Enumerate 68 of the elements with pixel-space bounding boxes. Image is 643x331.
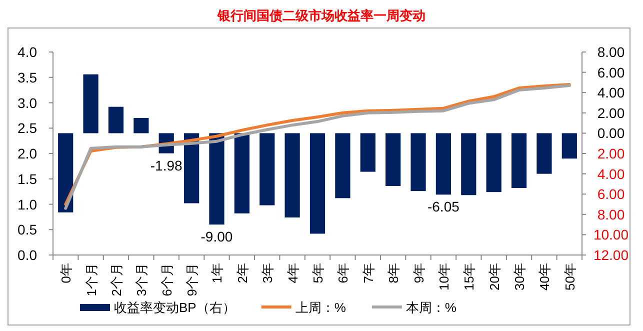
- bar: [536, 133, 552, 174]
- x-tick-label: 10年: [436, 263, 452, 290]
- x-tick-label: 1年: [210, 263, 225, 284]
- x-tick-label: 15年: [462, 263, 477, 290]
- y2-tick-label: 8.00: [597, 44, 625, 60]
- x-tick-label: 3年: [260, 263, 276, 284]
- x-tick-label: 8年: [386, 263, 402, 284]
- x-tick-label: 20年: [486, 263, 502, 290]
- data-label: -6.05: [427, 198, 460, 215]
- bar: [284, 133, 300, 218]
- bar: [134, 118, 149, 134]
- data-label: -1.98: [150, 157, 183, 174]
- bar: [511, 133, 527, 188]
- x-tick-label: 9年: [411, 263, 426, 284]
- x-tick-label: 9个月: [184, 263, 200, 296]
- y-tick-label: 1.5: [18, 170, 38, 187]
- y-tick-label: 1.0: [18, 196, 38, 212]
- legend-label: 本周：%: [406, 300, 457, 315]
- x-tick-label: 6年: [336, 263, 351, 284]
- y-tick-label: 4.0: [18, 44, 38, 60]
- bar: [234, 133, 250, 214]
- y2-tick-label: 2.00: [597, 104, 625, 121]
- y-tick-label: 2.5: [18, 120, 38, 136]
- y-tick-label: 0.5: [18, 222, 38, 238]
- y2-tick-label: 4.00: [597, 84, 625, 101]
- x-tick-label: 0年: [58, 263, 74, 284]
- x-tick-label: 30年: [512, 263, 528, 290]
- y2-tick-label: 10.00: [593, 226, 629, 243]
- chart-title: 银行间国债二级市场收益率一周变动: [216, 8, 426, 23]
- bar: [360, 133, 376, 172]
- bar: [83, 74, 98, 134]
- y-tick-label: 2.0: [18, 146, 38, 162]
- y2-tick-label: 6.00: [597, 64, 625, 80]
- bar: [436, 133, 452, 195]
- x-tick-label: 6个月: [159, 263, 174, 296]
- x-tick-label: 40年: [537, 263, 552, 290]
- bar: [410, 133, 426, 192]
- data-label: -9.00: [200, 228, 233, 245]
- bar: [486, 133, 502, 192]
- legend-label: 收益率变动BP（右）: [114, 300, 236, 315]
- y-tick-label: 3.0: [18, 94, 38, 111]
- x-tick-label: 50年: [562, 263, 578, 290]
- x-tick-label: 7年: [360, 263, 376, 284]
- y2-tick-label: 12.00: [593, 247, 629, 263]
- bar: [335, 133, 350, 198]
- y2-tick-label: 2.00: [597, 146, 625, 162]
- x-tick-label: 4年: [285, 263, 300, 284]
- x-tick-label: 1个月: [84, 263, 99, 296]
- y-tick-label: 0.0: [18, 247, 38, 263]
- bar: [58, 133, 74, 212]
- bar: [108, 106, 124, 134]
- bar: [386, 133, 401, 186]
- bar: [562, 133, 577, 159]
- y-tick-label: 3.5: [18, 69, 38, 86]
- bar: [461, 133, 476, 196]
- x-tick-label: 5年: [310, 263, 326, 284]
- y2-tick-label: 0.00: [597, 125, 625, 142]
- x-tick-label: 3个月: [134, 263, 150, 296]
- x-tick-label: 2年: [234, 263, 250, 284]
- bar: [260, 133, 275, 206]
- bar: [310, 133, 326, 234]
- y2-tick-label: 4.00: [597, 166, 625, 182]
- bar: [209, 133, 224, 225]
- legend-label: 上周：%: [295, 300, 346, 315]
- y2-tick-label: 6.00: [597, 186, 625, 202]
- x-tick-label: 2个月: [108, 263, 124, 296]
- y2-tick-label: 8.00: [597, 206, 625, 222]
- bar: [184, 133, 200, 204]
